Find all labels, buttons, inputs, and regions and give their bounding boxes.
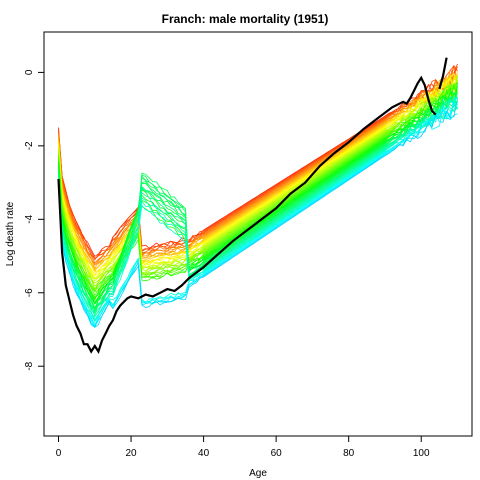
series-1951-line-tail — [438, 57, 448, 90]
year-curve — [58, 68, 458, 266]
year-curve — [58, 75, 458, 270]
year-curve — [58, 66, 458, 264]
year-curve — [58, 66, 458, 257]
year-curve — [58, 99, 458, 323]
y-tick-label: -8 — [24, 361, 35, 370]
highlight-series — [57, 57, 448, 355]
x-axis-label: Age — [249, 468, 267, 479]
background-curves — [58, 63, 458, 328]
year-curve — [58, 78, 458, 276]
year-curve — [58, 101, 458, 315]
y-axis-label: Log death rate — [5, 201, 16, 266]
year-curve — [58, 97, 458, 309]
y-axis: -8 -6 -4 -2 0 — [24, 69, 45, 371]
year-curve — [58, 100, 458, 317]
year-curve — [58, 63, 458, 260]
x-tick-label: 100 — [413, 448, 430, 459]
x-tick-label: 80 — [343, 448, 355, 459]
chart-title: Franch: male mortality (1951) — [162, 12, 329, 26]
x-tick-label: 40 — [198, 448, 210, 459]
year-curve — [58, 98, 458, 328]
year-curve — [58, 102, 458, 313]
year-curve — [58, 97, 458, 312]
year-curve — [58, 109, 458, 328]
series-1951-line — [57, 75, 437, 355]
year-curve — [58, 77, 458, 273]
y-tick-label: -4 — [24, 214, 35, 223]
y-tick-label: -6 — [24, 288, 35, 297]
x-tick-label: 20 — [125, 448, 137, 459]
x-tick-label: 60 — [271, 448, 283, 459]
year-curve — [58, 71, 458, 273]
y-tick-label: -2 — [24, 141, 35, 150]
x-tick-label: 0 — [56, 448, 62, 459]
x-axis: 0 20 40 60 80 100 — [56, 435, 430, 459]
year-curve — [58, 98, 458, 321]
y-tick-label: 0 — [24, 69, 35, 75]
